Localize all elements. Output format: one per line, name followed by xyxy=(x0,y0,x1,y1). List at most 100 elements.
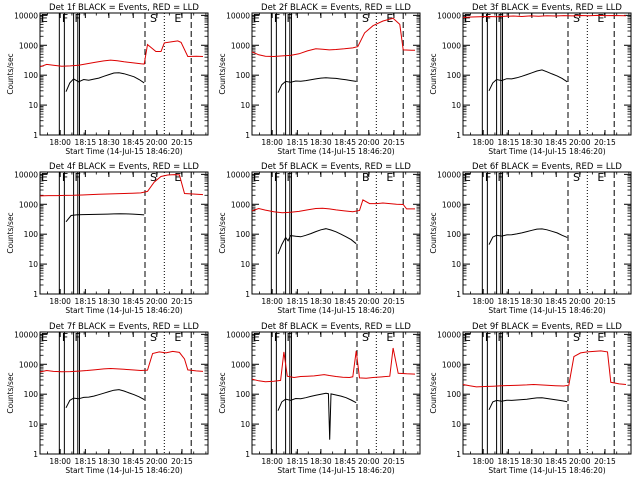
y-tick-label: 1 xyxy=(456,450,461,459)
detector-panel-6: Det 6f BLACK = Events, RED = LLD 1 10 100 10… xyxy=(429,162,632,315)
x-tick-label: 18:00 xyxy=(261,138,283,147)
marker-label: F xyxy=(497,331,503,344)
plot-frame xyxy=(462,12,632,136)
marker-label: F xyxy=(274,171,280,184)
x-tick-label: 20:15 xyxy=(594,138,616,147)
x-tick-label: 18:15 xyxy=(75,457,97,466)
lld-series-line xyxy=(39,174,204,197)
x-tick-label: 18:00 xyxy=(472,457,494,466)
marker-label: S xyxy=(150,331,157,344)
x-tick-label: 20:00 xyxy=(146,457,168,466)
y-tick-label: 10000 xyxy=(14,330,38,339)
y-tick-label: 100 xyxy=(447,390,462,399)
x-tick-label: 20:00 xyxy=(569,138,591,147)
detector-panel-3: Det 3f BLACK = Events, RED = LLD 1 10 100 10… xyxy=(429,3,632,156)
x-tick-label: 18:30 xyxy=(98,457,120,466)
y-tick-label: 10 xyxy=(28,101,38,110)
y-tick-label: 1 xyxy=(33,290,38,299)
plot-frame xyxy=(462,331,632,455)
y-tick-label: 10 xyxy=(240,101,250,110)
detector-panel-2: Det 2f BLACK = Events, RED = LLD 1 10 100 10… xyxy=(218,3,421,156)
x-tick-label: 18:30 xyxy=(310,297,332,306)
x-tick-label: 20:00 xyxy=(358,297,380,306)
y-tick-label: 10000 xyxy=(14,11,38,20)
lld-series-line xyxy=(39,350,204,373)
panel-title: Det 5f BLACK = Events, RED = LLD xyxy=(261,162,411,172)
x-tick-label: 18:00 xyxy=(261,297,283,306)
marker-label: F xyxy=(485,12,491,25)
y-tick-label: 100 xyxy=(236,71,251,80)
marker-label: S xyxy=(150,12,157,25)
detector-panel-9: Det 9f BLACK = Events, RED = LLD 1 10 100 10… xyxy=(429,322,632,475)
plot-frame xyxy=(251,171,421,295)
marker-label: E xyxy=(253,12,260,25)
y-tick-label: 100 xyxy=(236,230,251,239)
marker-label: E xyxy=(41,12,48,25)
x-axis-label: Start Time (14-Jul-15 18:46:20) xyxy=(488,306,605,315)
marker-label: E xyxy=(597,171,604,184)
marker-label: E xyxy=(41,171,48,184)
y-tick-label: 1 xyxy=(245,290,250,299)
panel-title: Det 3f BLACK = Events, RED = LLD xyxy=(472,3,622,13)
y-axis-label: Counts/sec xyxy=(6,212,15,253)
x-tick-label: 18:45 xyxy=(334,138,356,147)
y-axis-label: Counts/sec xyxy=(218,53,227,94)
plot-frame xyxy=(39,331,209,455)
y-tick-label: 10 xyxy=(451,420,461,429)
y-tick-label: 1 xyxy=(456,290,461,299)
x-tick-label: 18:30 xyxy=(98,297,120,306)
marker-label: E xyxy=(386,12,393,25)
x-tick-label: 18:30 xyxy=(310,457,332,466)
x-tick-label: 18:30 xyxy=(521,297,543,306)
x-tick-label: 18:00 xyxy=(49,457,71,466)
x-tick-label: 18:00 xyxy=(49,297,71,306)
x-tick-label: 20:15 xyxy=(171,138,193,147)
marker-label: S xyxy=(150,171,157,184)
marker-label: F xyxy=(485,331,491,344)
x-axis-label: Start Time (14-Jul-15 18:46:20) xyxy=(488,466,605,475)
x-tick-label: 20:15 xyxy=(171,297,193,306)
y-tick-label: 1000 xyxy=(231,200,250,209)
marker-label: S xyxy=(362,331,369,344)
x-tick-label: 20:00 xyxy=(569,457,591,466)
x-tick-label: 18:15 xyxy=(287,138,309,147)
marker-label: F xyxy=(485,171,491,184)
y-axis-label: Counts/sec xyxy=(429,212,438,253)
panel-title: Det 8f BLACK = Events, RED = LLD xyxy=(261,322,411,332)
x-tick-label: 18:45 xyxy=(334,297,356,306)
x-tick-label: 18:15 xyxy=(287,297,309,306)
plot-frame xyxy=(251,12,421,136)
marker-label: F xyxy=(286,12,292,25)
y-tick-label: 10000 xyxy=(437,330,461,339)
x-tick-label: 18:15 xyxy=(75,138,97,147)
x-tick-label: 18:45 xyxy=(545,138,567,147)
x-tick-label: 18:30 xyxy=(521,138,543,147)
x-tick-label: 18:45 xyxy=(545,297,567,306)
y-tick-label: 10 xyxy=(451,101,461,110)
x-tick-label: 18:00 xyxy=(49,138,71,147)
marker-label: E xyxy=(253,331,260,344)
x-axis-label: Start Time (14-Jul-15 18:46:20) xyxy=(277,466,394,475)
marker-label: E xyxy=(253,171,260,184)
y-tick-label: 10 xyxy=(28,260,38,269)
y-tick-label: 100 xyxy=(236,390,251,399)
marker-label: F xyxy=(497,171,503,184)
marker-label: F xyxy=(62,171,68,184)
x-tick-label: 18:45 xyxy=(122,297,144,306)
y-tick-label: 1000 xyxy=(231,360,250,369)
events-series-line xyxy=(488,397,568,411)
plot-frame xyxy=(39,12,209,136)
marker-label: S xyxy=(362,12,369,25)
lld-series-line xyxy=(462,350,627,388)
panel-title: Det 6f BLACK = Events, RED = LLD xyxy=(472,162,622,172)
y-tick-label: 100 xyxy=(24,390,39,399)
x-tick-label: 18:45 xyxy=(122,457,144,466)
y-tick-label: 10000 xyxy=(226,11,250,20)
x-tick-label: 18:15 xyxy=(498,297,520,306)
detector-panel-7: Det 7f BLACK = Events, RED = LLD 1 10 100 10… xyxy=(6,322,209,475)
marker-label: E xyxy=(386,331,393,344)
y-tick-label: 1000 xyxy=(442,41,461,50)
x-tick-label: 18:30 xyxy=(521,457,543,466)
events-series-line xyxy=(277,77,357,93)
x-axis-label: Start Time (14-Jul-15 18:46:20) xyxy=(65,466,182,475)
